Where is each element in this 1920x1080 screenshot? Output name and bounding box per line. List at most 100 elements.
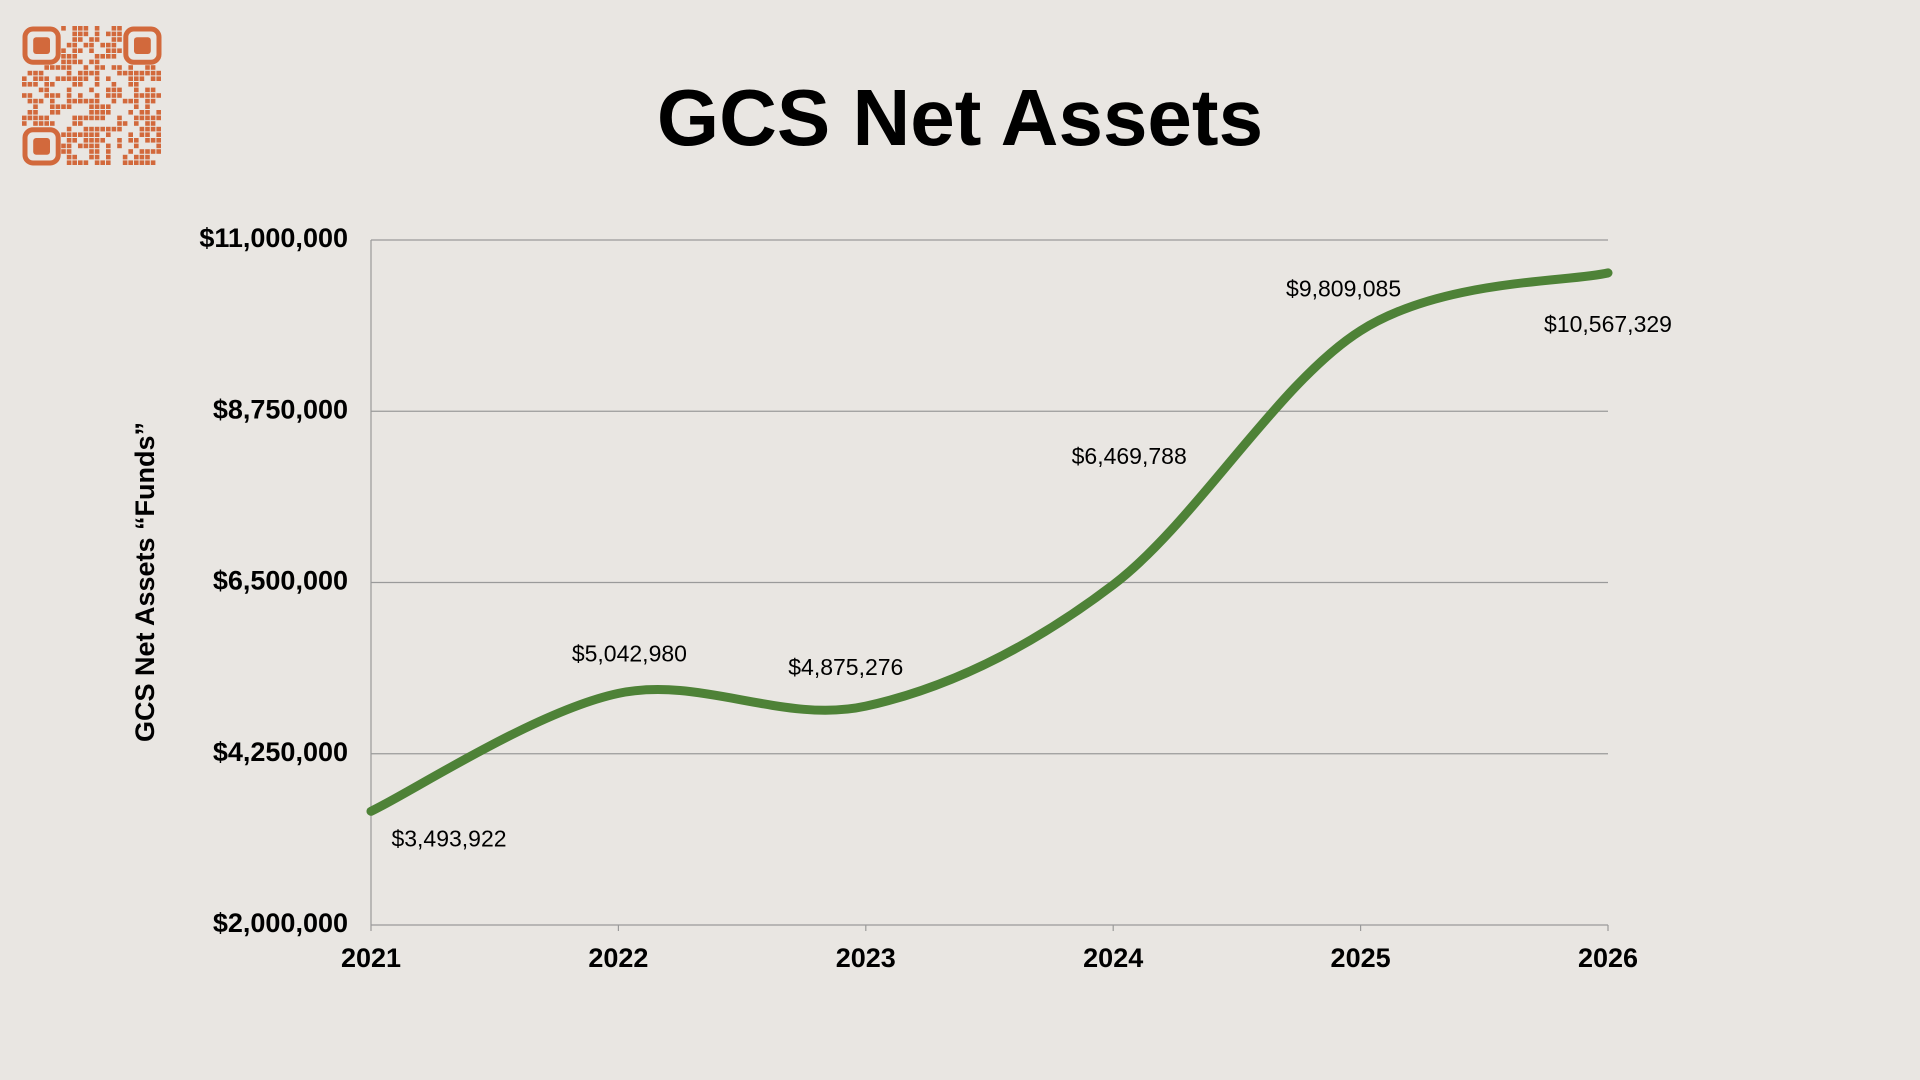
qr-cell xyxy=(78,70,83,76)
qr-cell xyxy=(50,65,55,70)
qr-cell xyxy=(128,160,133,165)
qr-cell xyxy=(83,98,89,104)
qr-cell xyxy=(111,93,117,98)
qr-cell xyxy=(134,98,139,104)
x-tick-label: 2024 xyxy=(1083,943,1143,973)
qr-cell xyxy=(106,42,111,48)
qr-cell xyxy=(78,76,83,81)
qr-cell xyxy=(145,154,150,160)
qr-cell xyxy=(78,31,83,37)
qr-cell xyxy=(100,115,105,121)
qr-cell xyxy=(100,160,105,165)
qr-cell xyxy=(117,48,122,53)
qr-cell xyxy=(72,26,77,31)
qr-cell xyxy=(145,126,150,132)
qr-cell xyxy=(61,143,66,149)
qr-cell xyxy=(61,104,66,109)
qr-cell xyxy=(78,98,83,104)
x-tick-label: 2021 xyxy=(341,943,401,973)
qr-cell xyxy=(72,42,77,48)
qr-cell xyxy=(139,70,145,76)
qr-cell xyxy=(33,110,38,115)
qr-cell xyxy=(78,59,83,65)
qr-cell xyxy=(66,149,72,154)
qr-cell xyxy=(94,70,100,76)
qr-cell xyxy=(134,76,139,81)
qr-cell xyxy=(66,160,72,165)
qr-cell xyxy=(145,98,150,104)
qr-cell xyxy=(78,48,83,53)
qr-cell xyxy=(156,110,161,115)
qr-cell xyxy=(117,143,122,149)
qr-cell xyxy=(78,132,83,137)
qr-cell xyxy=(66,87,72,93)
data-label: $4,875,276 xyxy=(788,654,903,680)
qr-cell xyxy=(89,143,94,149)
qr-cell xyxy=(128,98,133,104)
qr-cell xyxy=(117,121,122,126)
qr-cell xyxy=(94,154,100,160)
qr-finder xyxy=(123,26,162,65)
qr-cell xyxy=(44,76,49,81)
qr-cell xyxy=(122,121,128,126)
qr-cell xyxy=(100,54,105,59)
qr-cell xyxy=(117,31,122,37)
qr-cell xyxy=(33,82,38,87)
qr-cell xyxy=(44,82,49,87)
qr-cell xyxy=(78,121,83,126)
qr-cell xyxy=(145,115,150,121)
qr-cell xyxy=(156,149,161,154)
qr-cell xyxy=(128,149,133,154)
qr-cell xyxy=(128,65,133,70)
qr-cell xyxy=(94,31,100,37)
qr-cell xyxy=(44,65,49,70)
qr-cell xyxy=(139,149,145,154)
qr-cell xyxy=(89,149,94,154)
qr-cell xyxy=(145,138,150,143)
qr-cell xyxy=(156,93,161,98)
qr-cell xyxy=(145,110,150,115)
qr-cell xyxy=(50,93,55,98)
data-label: $9,809,085 xyxy=(1286,276,1401,302)
qr-cell xyxy=(66,126,72,132)
qr-cell xyxy=(150,121,156,126)
qr-cell xyxy=(106,132,111,137)
qr-cell xyxy=(94,54,100,59)
qr-finder-dot xyxy=(134,37,151,54)
qr-cell xyxy=(44,121,49,126)
qr-cell xyxy=(66,98,72,104)
qr-cell xyxy=(83,160,89,165)
qr-cell xyxy=(150,98,156,104)
qr-cell xyxy=(89,70,94,76)
qr-cell xyxy=(111,42,117,48)
qr-cell xyxy=(94,132,100,137)
x-tick-label: 2026 xyxy=(1578,943,1638,973)
y-tick-label: $2,000,000 xyxy=(213,908,348,938)
qr-cell xyxy=(150,70,156,76)
qr-cell xyxy=(106,110,111,115)
qr-cell xyxy=(150,126,156,132)
qr-cell xyxy=(66,132,72,137)
x-tick-label: 2025 xyxy=(1331,943,1391,973)
qr-cell xyxy=(89,37,94,42)
qr-cell xyxy=(27,82,33,87)
qr-cell xyxy=(106,149,111,154)
qr-cell xyxy=(145,121,150,126)
qr-cell xyxy=(94,26,100,31)
qr-cell xyxy=(38,70,44,76)
qr-cell xyxy=(55,110,61,115)
qr-cell xyxy=(134,87,139,93)
qr-cell xyxy=(89,126,94,132)
qr-cell xyxy=(94,93,100,98)
qr-cell xyxy=(111,98,117,104)
qr-cell xyxy=(66,76,72,81)
qr-cell xyxy=(134,115,139,121)
qr-cell xyxy=(156,76,161,81)
qr-cell xyxy=(139,126,145,132)
qr-cell xyxy=(150,138,156,143)
y-tick-label: $8,750,000 xyxy=(213,394,348,424)
qr-cell xyxy=(66,154,72,160)
qr-cell xyxy=(128,138,133,143)
qr-cell xyxy=(89,104,94,109)
qr-cell xyxy=(128,132,133,137)
